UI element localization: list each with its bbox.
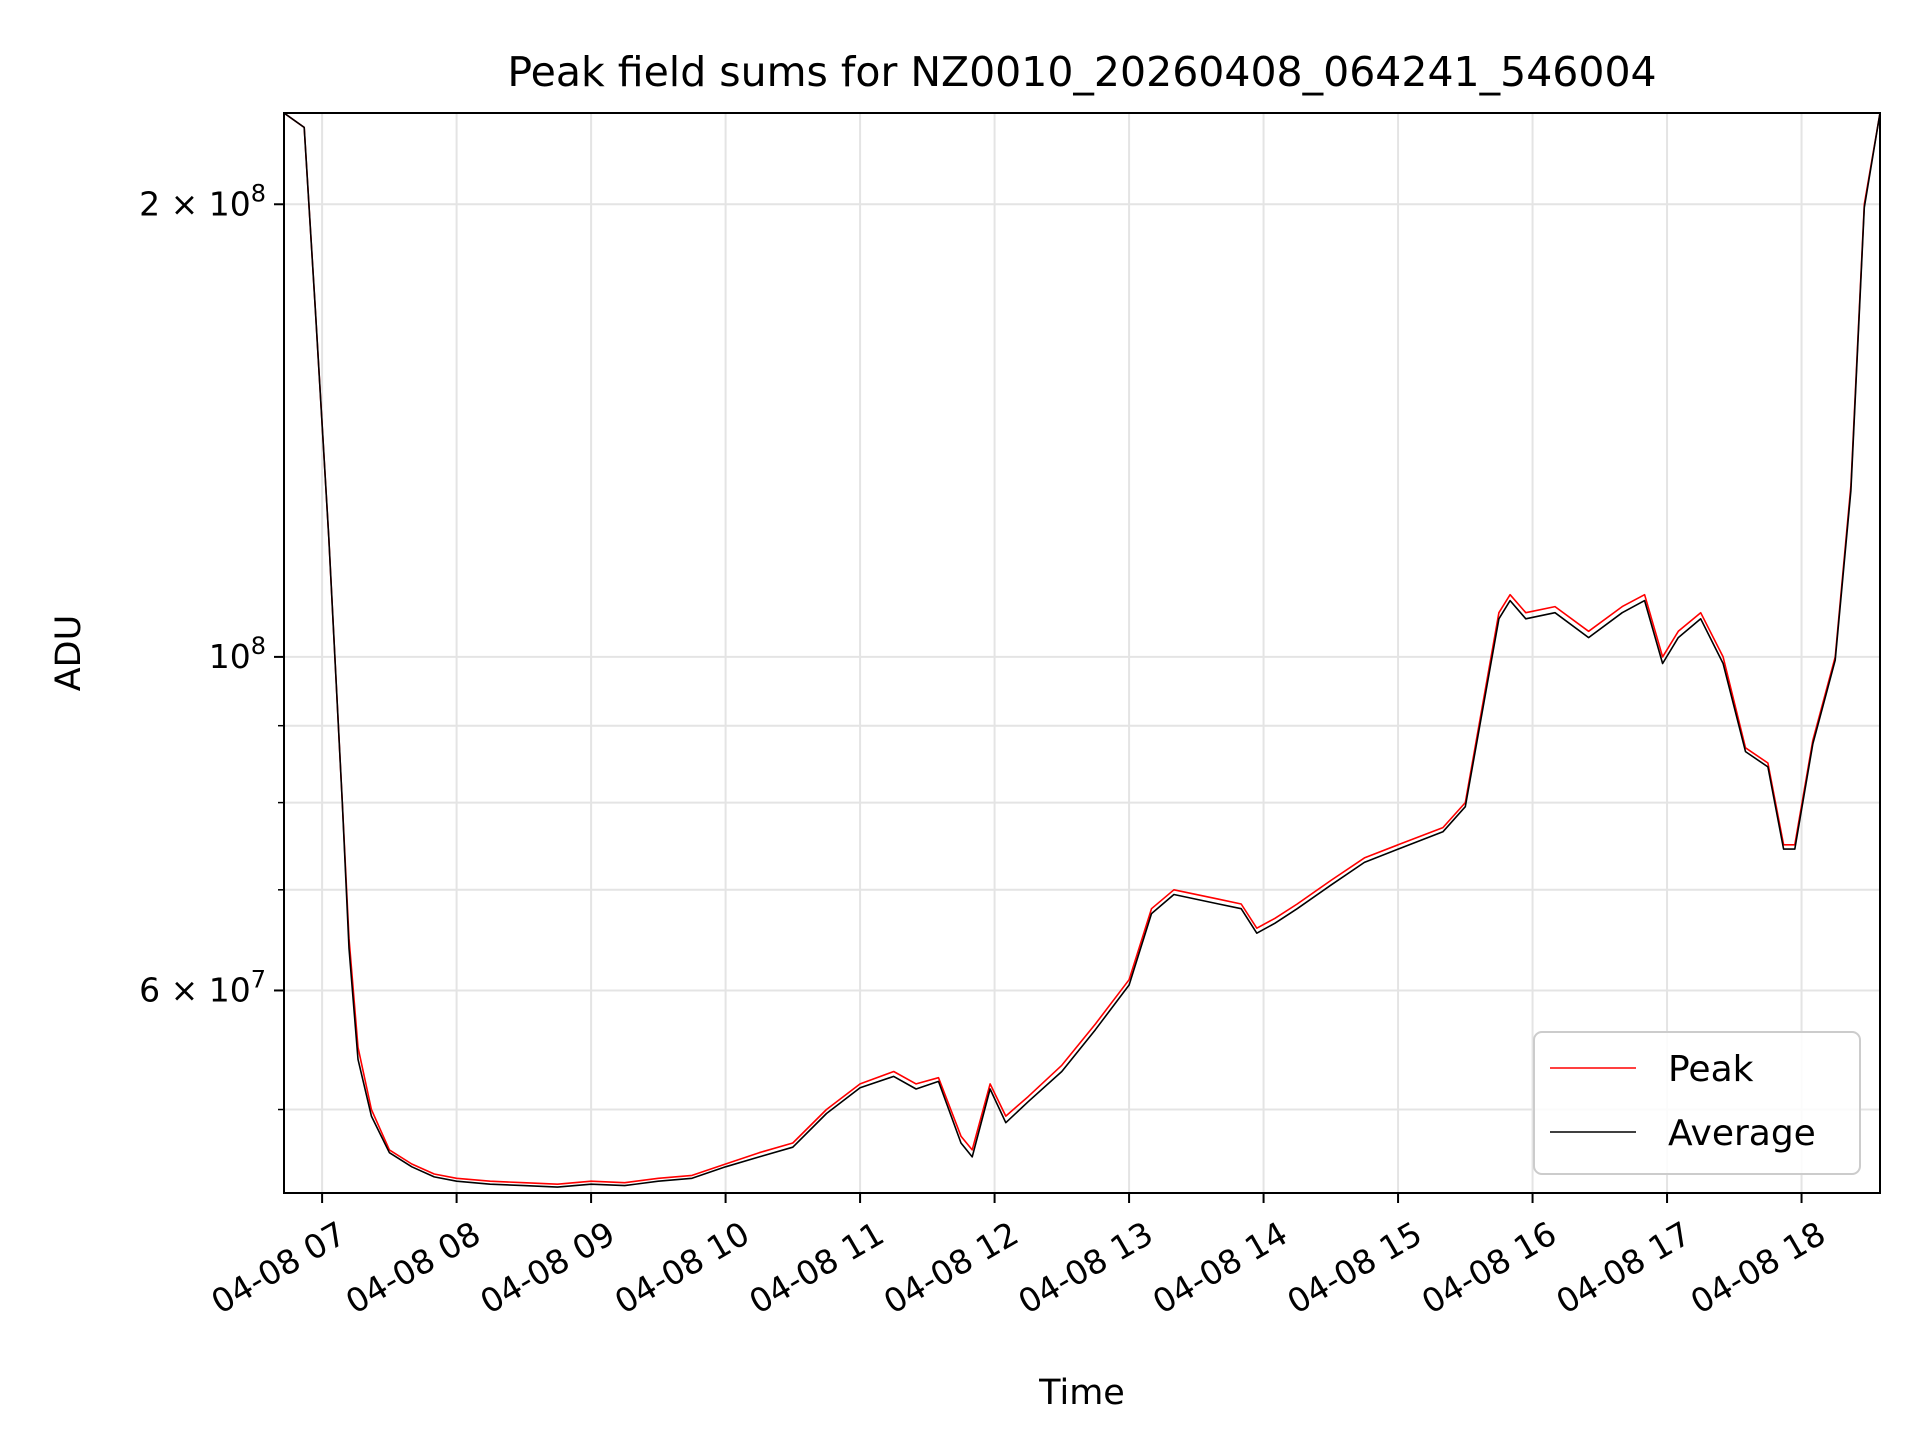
plot-area	[284, 113, 1880, 1188]
legend-label-average: Average	[1668, 1113, 1816, 1154]
y-tick-label: 6 × 107	[139, 965, 266, 1009]
y-axis-title: ADU	[49, 615, 89, 692]
y-tick-label: 2 × 108	[139, 179, 266, 223]
x-axis-title: Time	[1038, 1373, 1125, 1413]
series-lines	[284, 113, 1880, 1188]
plot-frame	[283, 112, 1881, 1194]
series-line-average	[284, 113, 1880, 1188]
series-line-peak	[284, 113, 1880, 1185]
chart-title: Peak field sums for NZ0010_20260408_0642…	[507, 48, 1656, 96]
legend-label-peak: Peak	[1668, 1049, 1754, 1090]
legend: Peak Average	[1533, 1031, 1861, 1175]
